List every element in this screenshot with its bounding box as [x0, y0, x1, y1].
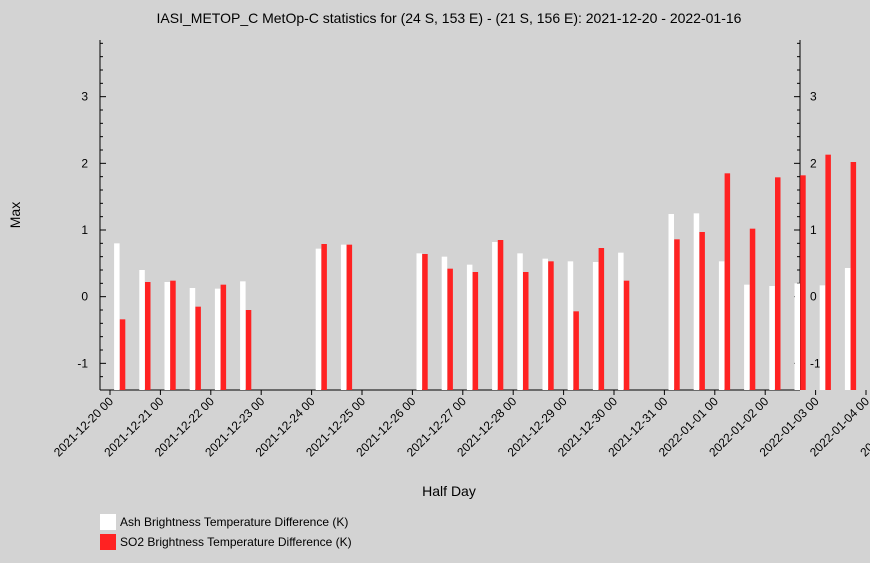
bar-so2 [447, 268, 453, 390]
y-tick-label: 2 [810, 156, 817, 170]
bar-so2 [699, 232, 705, 390]
bar-so2 [623, 280, 630, 390]
y-tick-label: 3 [81, 90, 88, 104]
bar-so2 [346, 244, 353, 390]
bar-so2 [800, 175, 806, 390]
chart-title: IASI_METOP_C MetOp-C statistics for (24 … [157, 10, 742, 26]
bar-so2 [825, 154, 831, 390]
bar-ash [189, 288, 196, 390]
bar-ash [340, 244, 347, 390]
legend-label-ash: Ash Brightness Temperature Difference (K… [120, 515, 349, 529]
bar-ash [592, 262, 599, 390]
bar-so2 [598, 248, 605, 390]
bar-ash [214, 288, 221, 390]
bar-so2 [422, 254, 428, 390]
bar-ash [668, 214, 674, 390]
bar-ash [718, 261, 725, 390]
y-tick-label: 3 [810, 90, 817, 104]
y-tick-label: 1 [810, 223, 817, 237]
y-tick-label: 0 [81, 290, 88, 304]
bar-ash [693, 213, 700, 390]
bar-so2 [724, 173, 731, 390]
x-axis-label: Half Day [422, 483, 476, 499]
bar-ash [517, 253, 523, 390]
bar-so2 [472, 272, 479, 390]
bar-ash [567, 261, 574, 390]
legend-item-so2: SO2 Brightness Temperature Difference (K… [100, 532, 352, 552]
bar-so2 [220, 284, 227, 390]
bar-ash [315, 248, 322, 390]
bar-so2 [170, 280, 176, 390]
bar-ash [240, 281, 246, 390]
bar-ash [769, 286, 775, 390]
bar-so2 [573, 311, 579, 390]
bar-ash [466, 264, 473, 390]
bar-so2 [321, 244, 327, 390]
bar-so2 [775, 177, 781, 390]
y-tick-label: -1 [77, 356, 88, 370]
bar-so2 [548, 261, 554, 390]
bar-ash [416, 253, 422, 390]
y-axis-label: Max [7, 202, 23, 228]
y-tick-label: 0 [810, 290, 817, 304]
legend-swatch-so2 [100, 534, 116, 550]
y-tick-label: -1 [810, 356, 821, 370]
bar-so2 [749, 228, 756, 390]
bar-so2 [674, 239, 680, 390]
bar-ash [744, 284, 750, 390]
legend-swatch-ash [100, 514, 116, 530]
y-tick-label: 2 [81, 156, 88, 170]
bar-ash [441, 256, 448, 390]
bar-so2 [195, 306, 201, 390]
bar-so2 [523, 272, 529, 390]
bar-so2 [245, 310, 252, 390]
bar-ash [819, 285, 826, 390]
bar-so2 [497, 240, 504, 390]
bar-ash [542, 258, 548, 390]
bar-so2 [119, 319, 126, 390]
bar-ash [114, 243, 120, 390]
bar-ash [618, 252, 624, 390]
bar-ash [844, 268, 851, 390]
y-tick-label: 1 [81, 223, 88, 237]
legend-label-so2: SO2 Brightness Temperature Difference (K… [120, 535, 352, 549]
bar-ash [492, 242, 498, 390]
legend: Ash Brightness Temperature Difference (K… [100, 512, 352, 552]
bar-ash [139, 270, 145, 390]
bar-so2 [145, 282, 151, 390]
legend-item-ash: Ash Brightness Temperature Difference (K… [100, 512, 352, 532]
bar-ash [164, 282, 170, 390]
bar-ash [794, 283, 800, 390]
bar-so2 [850, 162, 857, 390]
